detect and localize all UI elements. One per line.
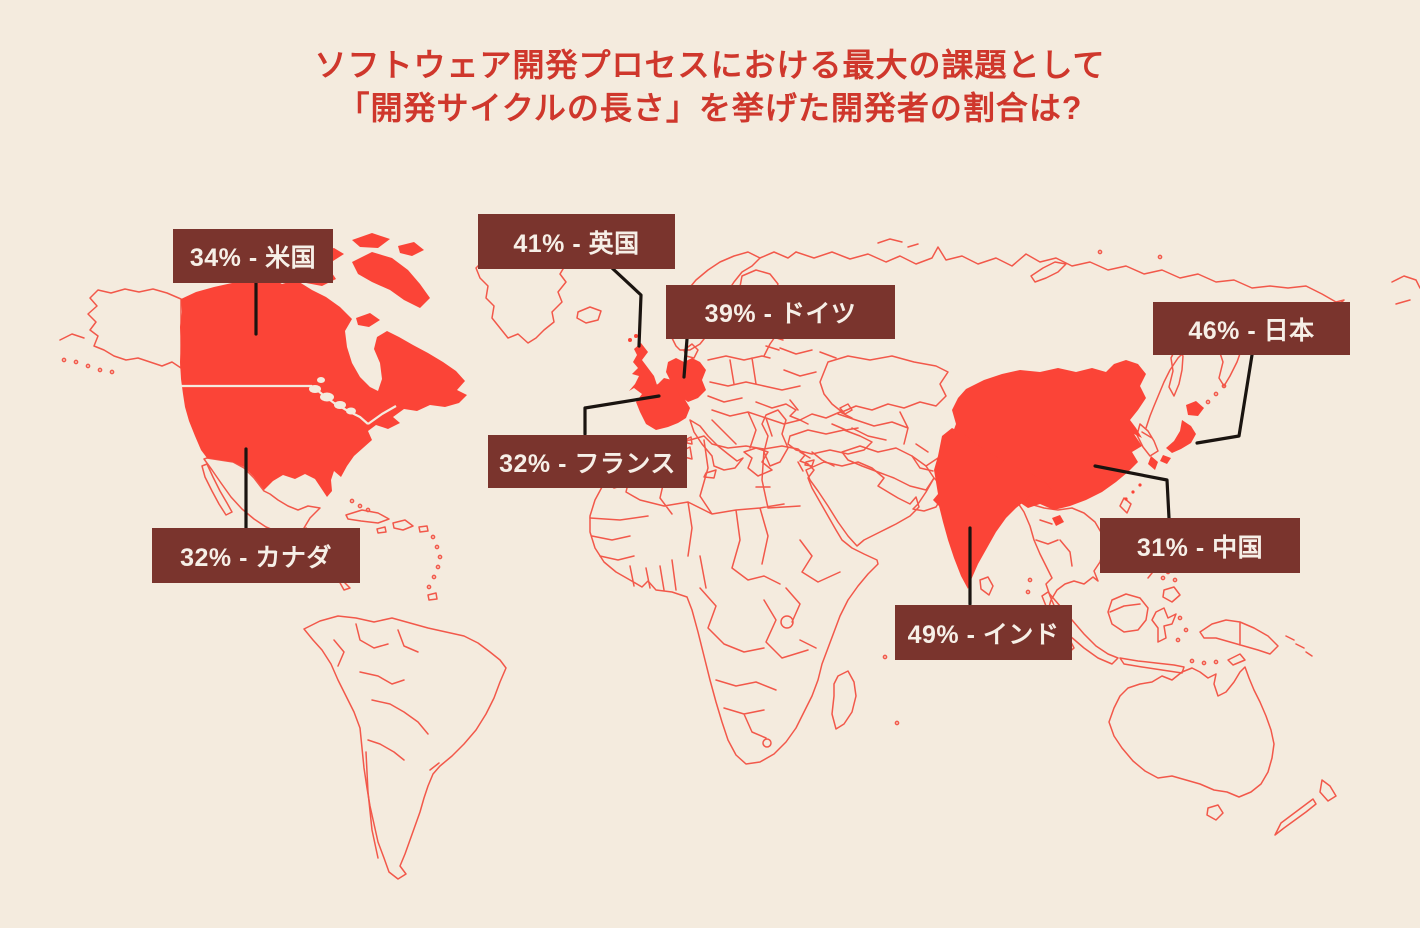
callout-usa: 34% - 米国 bbox=[173, 229, 333, 283]
java-outline bbox=[1119, 657, 1185, 674]
madagascar-outline bbox=[831, 670, 857, 730]
solomon-islands-outline bbox=[1285, 635, 1313, 657]
new-guinea-outline bbox=[1199, 619, 1279, 655]
country-outlines bbox=[59, 238, 1420, 880]
caspian-sea-outline bbox=[761, 409, 789, 467]
taiwan-outline bbox=[1119, 497, 1132, 514]
sakhalin-outline bbox=[1168, 347, 1184, 397]
great-lakes bbox=[309, 377, 356, 415]
novaya-zemlya-outline bbox=[1030, 261, 1067, 283]
caribbean-islands bbox=[349, 498, 443, 590]
leader-lines bbox=[244, 266, 1254, 606]
leader-germany bbox=[682, 337, 689, 379]
callout-uk: 41% - 英国 bbox=[478, 214, 675, 269]
india-fill bbox=[933, 428, 1052, 589]
aleutian-islands bbox=[61, 357, 115, 375]
kazakhstan-outline bbox=[819, 355, 949, 413]
arabia-outline bbox=[805, 461, 920, 547]
andaman-islands bbox=[1025, 577, 1033, 595]
iceland-outline bbox=[576, 306, 602, 324]
title-line-2: 「開発サイクルの長さ」を挙げた開発者の割合は? bbox=[337, 89, 1083, 126]
kuril-islands bbox=[1205, 383, 1227, 405]
uk-islands-fill bbox=[628, 334, 638, 342]
italy-outline bbox=[689, 419, 744, 471]
hispaniola-outline bbox=[392, 519, 414, 531]
cuba-outline bbox=[345, 509, 390, 524]
germany-fill bbox=[666, 358, 706, 402]
leader-uk bbox=[610, 266, 643, 348]
tasmania-outline bbox=[1206, 804, 1224, 821]
turkey-outline bbox=[787, 429, 873, 455]
leader-japan bbox=[1195, 353, 1254, 445]
honshu-fill bbox=[1166, 420, 1196, 453]
svalbard-outline bbox=[877, 238, 919, 248]
cyprus-outline bbox=[804, 459, 815, 467]
alaska-outline bbox=[87, 288, 182, 369]
timor-outline bbox=[1227, 653, 1246, 666]
page-title: ソフトウェア開発プロセスにおける最大の課題として 「開発サイクルの長さ」を挙げた… bbox=[0, 44, 1420, 130]
shikoku-fill bbox=[1160, 455, 1171, 464]
callout-canada: 32% - カナダ bbox=[152, 528, 360, 583]
sicily-outline bbox=[703, 469, 717, 479]
arctic-islands-dots bbox=[1097, 249, 1163, 260]
trinidad-outline bbox=[427, 592, 438, 601]
hokkaido-fill bbox=[1186, 401, 1204, 416]
central-asia-borders bbox=[837, 411, 929, 453]
title-line-1: ソフトウェア開発プロセスにおける最大の課題として bbox=[314, 47, 1106, 83]
callout-france: 32% - フランス bbox=[488, 435, 687, 488]
new-zealand-outline bbox=[1274, 779, 1337, 836]
callout-india: 49% - インド bbox=[895, 605, 1072, 660]
south-america-borders bbox=[333, 623, 440, 859]
kyushu-fill bbox=[1148, 456, 1158, 470]
callout-germany: 39% - ドイツ bbox=[666, 285, 895, 339]
baja-california-outline bbox=[201, 463, 233, 516]
callout-japan: 46% - 日本 bbox=[1153, 302, 1350, 355]
eastern-europe-borders bbox=[707, 347, 837, 449]
greece-outline bbox=[743, 447, 773, 488]
borneo-outline bbox=[1107, 593, 1149, 633]
lake-victoria-outline bbox=[780, 615, 794, 629]
indian-ocean-islands bbox=[882, 654, 900, 726]
france-fill bbox=[636, 378, 690, 430]
africa-outline bbox=[589, 435, 879, 765]
japan-fill bbox=[1124, 401, 1204, 501]
hainan-fill bbox=[1052, 515, 1064, 526]
uk-fill bbox=[629, 343, 657, 394]
canada-usa-fill bbox=[180, 276, 467, 497]
indochina-outline bbox=[1015, 499, 1105, 654]
leader-china bbox=[1093, 464, 1171, 520]
jamaica-outline bbox=[376, 526, 387, 534]
puerto-rico-outline bbox=[418, 525, 429, 533]
south-america-outline bbox=[303, 615, 507, 880]
indochina-borders bbox=[1035, 519, 1073, 567]
lesotho-outline bbox=[762, 738, 772, 748]
sri-lanka-outline bbox=[979, 576, 994, 596]
callout-china: 31% - 中国 bbox=[1100, 518, 1300, 573]
korea-outline bbox=[1136, 423, 1159, 457]
leader-france bbox=[583, 394, 661, 436]
sulawesi-outline bbox=[1151, 607, 1177, 643]
indonesia-small-islands bbox=[1175, 615, 1219, 666]
australia-outline bbox=[1108, 666, 1275, 798]
bering-fragments bbox=[59, 275, 1420, 341]
